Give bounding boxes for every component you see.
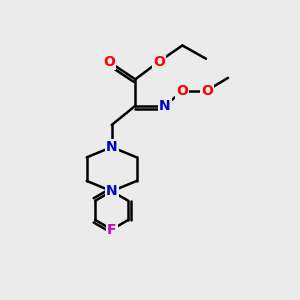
Text: O: O xyxy=(153,55,165,69)
Text: N: N xyxy=(106,140,118,154)
Text: O: O xyxy=(202,84,213,98)
Text: N: N xyxy=(106,184,118,198)
Text: O: O xyxy=(103,55,115,69)
Text: O: O xyxy=(176,84,188,98)
Text: F: F xyxy=(107,223,116,236)
Text: N: N xyxy=(159,99,170,113)
